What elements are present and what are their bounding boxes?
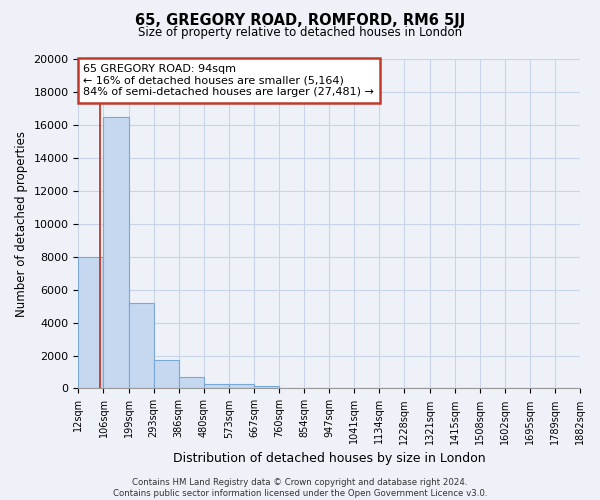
Text: 65, GREGORY ROAD, ROMFORD, RM6 5JJ: 65, GREGORY ROAD, ROMFORD, RM6 5JJ — [135, 12, 465, 28]
Bar — [128, 303, 154, 388]
X-axis label: Distribution of detached houses by size in London: Distribution of detached houses by size … — [173, 452, 485, 465]
Bar — [103, 116, 128, 388]
Y-axis label: Number of detached properties: Number of detached properties — [15, 130, 28, 316]
Text: Size of property relative to detached houses in London: Size of property relative to detached ho… — [138, 26, 462, 39]
Text: 65 GREGORY ROAD: 94sqm
← 16% of detached houses are smaller (5,164)
84% of semi-: 65 GREGORY ROAD: 94sqm ← 16% of detached… — [83, 64, 374, 97]
Bar — [229, 384, 254, 388]
Bar — [79, 256, 103, 388]
Bar — [254, 386, 279, 388]
Bar — [179, 377, 204, 388]
Text: Contains HM Land Registry data © Crown copyright and database right 2024.
Contai: Contains HM Land Registry data © Crown c… — [113, 478, 487, 498]
Bar — [154, 360, 179, 388]
Bar — [204, 384, 229, 388]
